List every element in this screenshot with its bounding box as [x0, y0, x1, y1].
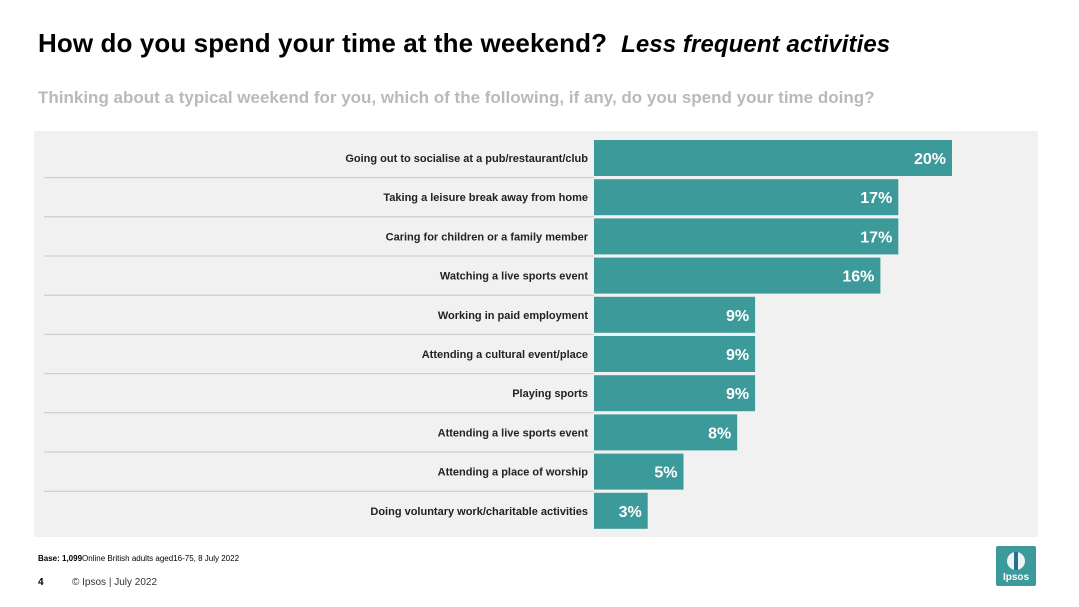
value-label: 9%: [726, 308, 749, 325]
bar: [594, 375, 756, 412]
base-note: Base: 1,099Online British adults aged16-…: [38, 554, 239, 563]
bar: [594, 296, 756, 333]
title-main: How do you spend your time at the weeken…: [38, 28, 608, 58]
category-label: Working in paid employment: [438, 310, 588, 322]
category-label: Attending a place of worship: [438, 467, 589, 479]
survey-question: Thinking about a typical weekend for you…: [38, 88, 875, 107]
bar-chart: Going out to socialise at a pub/restaura…: [44, 140, 952, 529]
ipsos-logo: Ipsos: [996, 546, 1036, 586]
bar: [594, 453, 684, 490]
value-label: 16%: [842, 269, 874, 286]
value-label: 17%: [860, 190, 892, 207]
value-label: 9%: [726, 386, 749, 403]
category-label: Going out to socialise at a pub/restaura…: [345, 153, 588, 165]
category-label: Taking a leisure break away from home: [383, 192, 588, 204]
bar: [594, 218, 899, 255]
value-label: 8%: [708, 425, 731, 442]
title-subtitle: Less frequent activities: [621, 31, 891, 58]
page-number: 4: [38, 577, 44, 588]
value-label: 3%: [619, 504, 642, 521]
bar: [594, 492, 648, 529]
chart-panel: Going out to socialise at a pub/restaura…: [34, 131, 1038, 537]
bar: [594, 179, 899, 216]
value-label: 17%: [860, 229, 892, 246]
value-label: 5%: [654, 465, 677, 482]
bar: [594, 414, 738, 451]
bar: [594, 336, 756, 372]
category-label: Doing voluntary work/charitable activiti…: [370, 506, 588, 518]
copyright: © Ipsos | July 2022: [72, 577, 158, 588]
category-label: Playing sports: [512, 388, 588, 400]
page-title: How do you spend your time at the weeken…: [38, 28, 890, 59]
category-label: Caring for children or a family member: [386, 231, 589, 243]
logo-text: Ipsos: [1002, 572, 1030, 583]
bar: [594, 140, 952, 176]
category-label: Watching a live sports event: [440, 271, 588, 283]
category-label: Attending a live sports event: [438, 427, 589, 439]
value-label: 20%: [914, 151, 946, 168]
logo-mark: [1007, 552, 1025, 570]
category-label: Attending a cultural event/place: [422, 349, 588, 361]
bar: [594, 257, 881, 294]
value-label: 9%: [726, 347, 749, 364]
base-label: Base: 1,099: [38, 554, 83, 563]
base-text: Online British adults aged16-75, 8 July …: [82, 554, 240, 563]
